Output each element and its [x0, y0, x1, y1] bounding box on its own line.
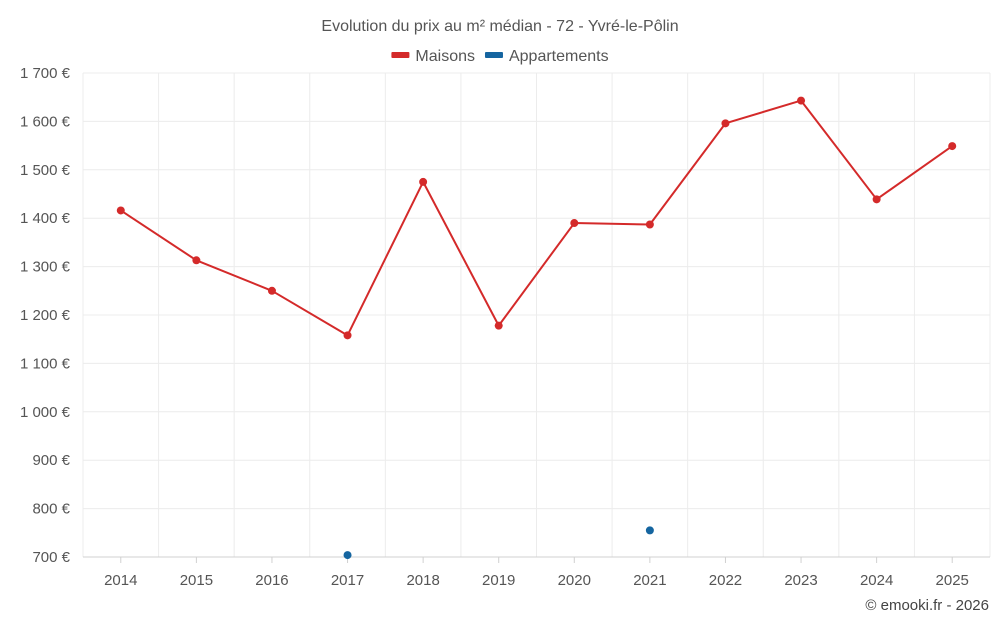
chart-title: Evolution du prix au m² médian - 72 - Yv…: [321, 18, 678, 35]
data-point-maisons-2025[interactable]: [948, 142, 957, 151]
grid: [82, 72, 991, 558]
series-line-maisons: [120, 99, 953, 337]
series-maisons: [116, 96, 957, 340]
data-point-maisons-2017[interactable]: [343, 331, 352, 340]
legend-swatch-maisons[interactable]: [391, 52, 410, 58]
data-point-maisons-2016[interactable]: [267, 286, 276, 295]
data-point-maisons-2020[interactable]: [570, 219, 579, 228]
y-tick-label: 700 €: [32, 549, 70, 566]
y-tick-label: 1 500 €: [20, 162, 71, 179]
y-tick-label: 1 600 €: [20, 113, 71, 130]
x-tick-label: 2018: [406, 572, 439, 589]
x-tick-label: 2014: [104, 572, 137, 589]
y-tick-label: 1 400 €: [20, 210, 71, 227]
data-point-maisons-2024[interactable]: [872, 195, 881, 204]
series: [116, 96, 957, 560]
data-point-maisons-2022[interactable]: [721, 119, 730, 128]
x-tick-label: 2025: [936, 572, 969, 589]
y-tick-label: 1 100 €: [20, 355, 71, 372]
series-appartements: [343, 526, 654, 560]
x-tick-label: 2021: [633, 572, 666, 589]
x-tick-label: 2023: [784, 572, 817, 589]
data-point-appartements-2021[interactable]: [645, 526, 654, 535]
data-point-maisons-2014[interactable]: [116, 206, 125, 215]
legend-swatch-appartements[interactable]: [484, 52, 503, 58]
legend-label-appartements: Appartements: [509, 48, 609, 65]
data-point-appartements-2017[interactable]: [343, 551, 352, 560]
data-point-maisons-2021[interactable]: [645, 220, 654, 229]
legend: Maisons Appartements: [391, 48, 609, 65]
data-point-maisons-2019[interactable]: [494, 321, 503, 330]
x-tick-label: 2024: [860, 572, 893, 589]
x-tick-label: 2019: [482, 572, 515, 589]
credit-text: © emooki.fr - 2026: [865, 597, 989, 614]
data-point-maisons-2015[interactable]: [192, 256, 201, 265]
x-tick-label: 2017: [331, 572, 364, 589]
legend-label-maisons: Maisons: [415, 48, 475, 65]
data-point-maisons-2023[interactable]: [797, 96, 806, 105]
y-tick-label: 1 000 €: [20, 404, 71, 421]
y-tick-label: 1 700 €: [20, 65, 71, 82]
axes: 1 700 € 1 600 € 1 500 € 1 400 € 1 300 € 1 200…: [20, 65, 990, 589]
x-tick-label: 2022: [709, 572, 742, 589]
x-tick-label: 2015: [180, 572, 213, 589]
y-tick-label: 1 300 €: [20, 259, 71, 276]
data-point-maisons-2018[interactable]: [419, 177, 428, 186]
y-tick-label: 900 €: [32, 452, 70, 469]
y-tick-label: 800 €: [32, 501, 70, 518]
x-tick-label: 2016: [255, 572, 288, 589]
y-tick-label: 1 200 €: [20, 307, 71, 324]
x-tick-label: 2020: [558, 572, 591, 589]
